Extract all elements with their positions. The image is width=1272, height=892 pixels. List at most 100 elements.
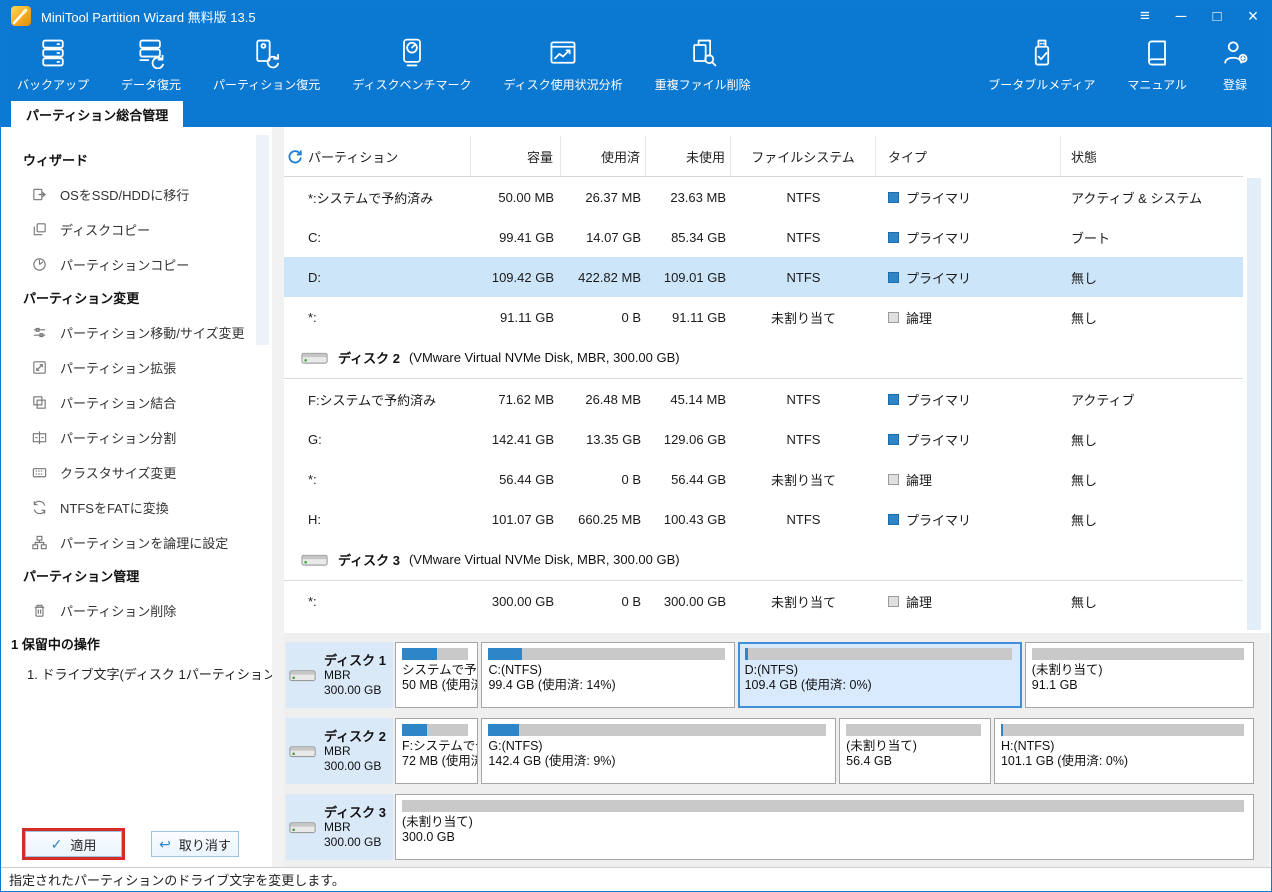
disk-map-label[interactable]: ディスク 2 MBR 300.00 GB [286,718,393,784]
toolbar-item-backup[interactable]: バックアップ [17,37,89,93]
cell-unused: 45.14 MB [646,392,731,407]
partition-block[interactable]: G:(NTFS) 142.4 GB (使用済: 9%) [481,718,837,784]
minimize-icon[interactable]: ─ [1175,7,1187,25]
unused-value: 100.43 GB [663,511,726,527]
column-header-3[interactable]: 使用済 [561,136,646,176]
menu-icon[interactable]: ≡ [1140,6,1150,25]
move-resize-icon [33,327,46,338]
apply-annotation-box: ✓ 適用 [22,828,125,860]
partition-block-info: 142.4 GB (使用済: 9%) [488,754,616,768]
column-header-6[interactable]: タイプ [876,136,1061,176]
column-header-7[interactable]: 状態 [1061,136,1243,176]
table-row[interactable]: G: 142.41 GB 13.35 GB 129.06 GB NTFS プライマリ 無し [284,419,1243,459]
table-row[interactable]: *: 91.11 GB 0 B 91.11 GB 未割り当て 論理 無し [284,297,1243,337]
disk-partitions: (未割り当て) 300.0 GB [395,794,1254,860]
filesystem-value: 未割り当て [770,310,836,326]
column-header-4[interactable]: 未使用 [646,136,731,176]
column-header-label: タイプ [888,149,928,165]
table-row[interactable]: *:システムで予約済み 50.00 MB 26.37 MB 23.63 MB NTFS プ… [284,177,1243,217]
toolbar-left: バックアップ データ復元 パーティション復元 ディスクベンチマーク ディスク使用状況分析… [17,37,751,93]
disk-drive-icon [289,822,316,834]
partition-block[interactable]: (未割り当て) 56.4 GB [839,718,991,784]
bootable-media-icon [1034,39,1049,66]
usage-bar [1000,724,1244,736]
toolbar-item-duplicate-remove[interactable]: 重複ファイル削除 [655,37,751,93]
toolbar: バックアップ データ復元 パーティション復元 ディスクベンチマーク ディスク使用状況分析… [1,33,1271,99]
cell-type: プライマリ [876,430,1061,449]
table-row[interactable]: *: 56.44 GB 0 B 56.44 GB 未割り当て 論理 無し [284,459,1243,499]
capacity-value: 99.41 GB [499,229,554,245]
cell-status: 無し [1061,430,1243,449]
sidebar-item-label: NTFSをFATに変換 [60,501,169,516]
partition-block[interactable]: (未割り当て) 300.0 GB [395,794,1254,860]
disk-map-label[interactable]: ディスク 3 MBR 300.00 GB [286,794,393,860]
partition-block[interactable]: システムで予約50 MB (使用済: [395,642,479,708]
table-row[interactable]: *: 300.00 GB 0 B 300.00 GB 未割り当て 論理 無し [284,581,1243,621]
status-value: 無し [1071,594,1098,610]
column-header-5[interactable]: ファイルシステム [731,136,876,176]
sidebar-item-partition-copy[interactable]: パーティションコピー [1,247,272,282]
partition-block[interactable]: H:(NTFS) 101.1 GB (使用済: 0%) [993,718,1254,784]
used-value: 660.25 MB [578,511,641,527]
type-label: 論理 [906,310,933,326]
partition-name: C: [308,229,321,245]
sidebar-item-label: パーティション拡張 [60,361,177,376]
toolbar-item-register[interactable]: 登録 [1219,37,1251,93]
undo-button[interactable]: ↩ 取り消す [151,831,239,857]
toolbar-item-data-recovery[interactable]: データ復元 [121,37,181,93]
table-scrollbar[interactable] [1247,178,1261,630]
sidebar-item-extend[interactable]: パーティション拡張 [1,350,272,385]
toolbar-item-manual[interactable]: マニュアル [1127,37,1187,93]
cell-filesystem: NTFS [731,432,876,447]
cell-partition: D: [284,270,471,285]
column-header-2[interactable]: 容量 [471,136,561,176]
sidebar-item-label: パーティションコピー [60,258,190,273]
partition-block[interactable]: D:(NTFS) 109.4 GB (使用済: 0%) [737,642,1022,708]
column-header-label: 容量 [526,149,553,165]
toolbar-item-disk-usage[interactable]: ディスク使用状況分析 [503,37,623,93]
cell-capacity: 101.07 GB [471,512,561,527]
partition-block-info: 91.1 GB [1031,678,1078,692]
toolbar-item-bootable-media[interactable]: ブータブルメディア [988,37,1095,93]
table-row[interactable]: C: 99.41 GB 14.07 GB 85.34 GB NTFS プライマリ ブート [284,217,1243,257]
sidebar-item-cluster-size[interactable]: クラスタサイズ変更 [1,455,272,490]
sidebar-item-move-resize[interactable]: パーティション移動/サイズ変更 [1,315,272,350]
partition-block[interactable]: (未割り当て) 91.1 GB [1024,642,1254,708]
apply-button[interactable]: ✓ 適用 [25,831,122,857]
partition-name: D: [308,269,321,285]
refresh-icon[interactable] [287,148,303,164]
disk-label-text: ディスク 1 MBR 300.00 GB [324,653,386,698]
partition-block[interactable]: F:システムで予72 MB (使用済: [395,718,479,784]
usage-bar [488,724,827,736]
cluster-size-icon [32,468,47,478]
sidebar-section-title: 1 保留中の操作 [11,637,100,652]
disk-group-header[interactable]: ディスク 2 (VMware Virtual NVMe Disk, MBR, 30… [284,337,1243,379]
disk-drive-icon [301,352,328,364]
sidebar-item-merge[interactable]: パーティション結合 [1,385,272,420]
tab-partition-management[interactable]: パーティション総合管理 [11,101,184,127]
table-row[interactable]: F:システムで予約済み 71.62 MB 26.48 MB 45.14 MB NTFS プ… [284,379,1243,419]
cell-type: 論理 [876,592,1061,611]
disk-map-label[interactable]: ディスク 1 MBR 300.00 GB [286,642,393,708]
partition-recovery-icon [256,39,279,69]
sidebar-item-set-logical[interactable]: パーティションを論理に設定 [1,525,272,560]
table-row[interactable]: D: 109.42 GB 422.82 MB 109.01 GB NTFS プライマリ 無し [284,257,1243,297]
sidebar-item-delete[interactable]: パーティション削除 [1,593,272,628]
disk-partitions: システムで予約50 MB (使用済:C:(NTFS)99.4 GB (使用済: … [395,642,1254,708]
maximize-icon[interactable]: □ [1212,7,1222,25]
partition-block[interactable]: C:(NTFS) 99.4 GB (使用済: 14%) [481,642,735,708]
sidebar-item-disk-copy[interactable]: ディスクコピー [1,212,272,247]
table-row[interactable]: H: 101.07 GB 660.25 MB 100.43 GB NTFS プライマリ 無し [284,499,1243,539]
column-header-1[interactable]: パーティション [284,136,471,176]
cell-status: アクティブ & システム [1061,188,1243,207]
sidebar-item-migrate-os[interactable]: OSをSSD/HDDに移行 [1,177,272,212]
sidebar-item-split[interactable]: パーティション分割 [1,420,272,455]
disk-usage-icon [550,41,576,64]
toolbar-item-partition-recovery[interactable]: パーティション復元 [213,37,320,93]
disk-group-header[interactable]: ディスク 3 (VMware Virtual NVMe Disk, MBR, 30… [284,539,1243,581]
toolbar-item-disk-benchmark[interactable]: ディスクベンチマーク [352,37,471,93]
sidebar-scrollbar[interactable] [256,135,269,345]
used-value: 0 B [621,309,641,325]
sidebar-item-convert-fat[interactable]: NTFSをFATに変換 [1,490,272,525]
close-icon[interactable]: × [1247,5,1259,26]
